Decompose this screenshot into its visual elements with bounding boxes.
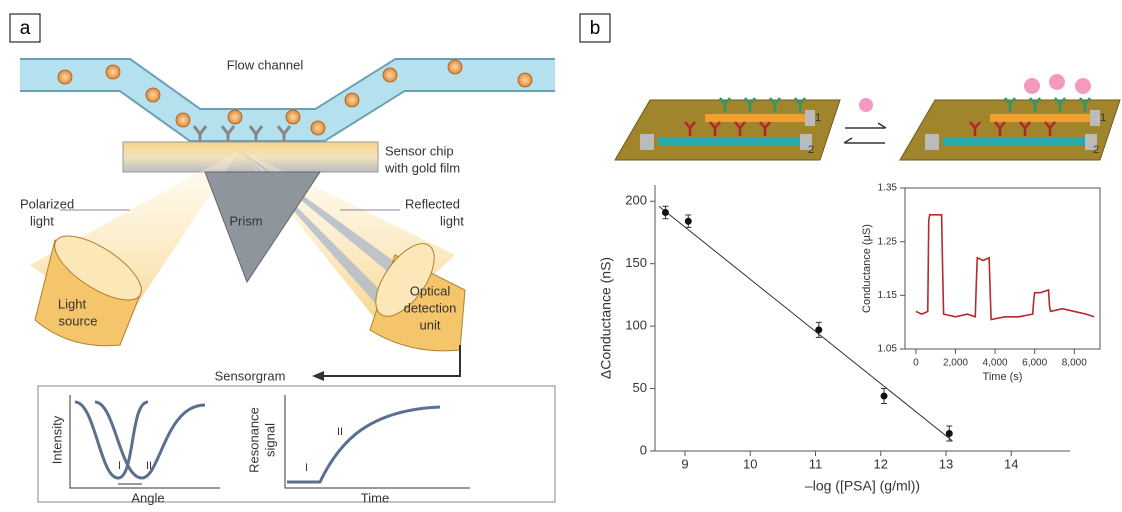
dip-curves bbox=[74, 400, 206, 480]
source-label: source bbox=[58, 313, 97, 328]
inset-frame bbox=[904, 187, 1101, 350]
prism bbox=[204, 171, 321, 284]
y-tick-label: 1.35 bbox=[878, 183, 898, 194]
chip-before bbox=[614, 97, 841, 161]
y-tick-label: 1.05 bbox=[878, 344, 898, 355]
x-label: Angle bbox=[131, 490, 164, 505]
psa-molecule bbox=[859, 98, 873, 112]
equilibrium-arrows bbox=[843, 122, 887, 144]
analyte-balls bbox=[57, 59, 533, 136]
x-tick-label: 13 bbox=[939, 456, 953, 471]
arrow-head bbox=[312, 371, 324, 381]
x-tick-label: 11 bbox=[809, 456, 823, 471]
y-tick-label: 1.15 bbox=[878, 290, 898, 301]
x-label: Time bbox=[361, 490, 389, 505]
light-source bbox=[34, 235, 142, 347]
curve-mark: II bbox=[337, 426, 343, 438]
panel-label-box bbox=[9, 13, 41, 43]
antibodies bbox=[192, 125, 292, 142]
polarized-label: Polarized bbox=[20, 196, 74, 211]
y-tick-label: 200 bbox=[625, 193, 647, 208]
x-tick-label: 6,000 bbox=[1022, 358, 1047, 369]
signal-curve bbox=[287, 405, 441, 484]
trace bbox=[915, 214, 1095, 321]
source-label: Light bbox=[58, 296, 87, 311]
x-tick-label: 12 bbox=[874, 456, 888, 471]
reflected-label: light bbox=[440, 213, 464, 228]
x-tick-label: 9 bbox=[681, 456, 688, 471]
x-tick-label: 0 bbox=[913, 358, 919, 369]
trend-line bbox=[658, 205, 953, 442]
y-label: Resonance bbox=[246, 407, 261, 473]
plot-axes bbox=[284, 395, 470, 489]
curve-mark: I bbox=[305, 462, 308, 474]
panel-label-box bbox=[579, 13, 611, 43]
y-tick-label: 50 bbox=[633, 380, 647, 395]
x-axis-label: Time (s) bbox=[983, 371, 1023, 383]
point bbox=[684, 217, 692, 225]
sensorgram-arrow bbox=[320, 345, 461, 377]
y-label: Intensity bbox=[49, 415, 64, 464]
sensor-chip bbox=[122, 141, 379, 173]
wire-label: 1 bbox=[815, 112, 821, 124]
polarized-label: light bbox=[30, 213, 54, 228]
curve-mark: I bbox=[118, 460, 121, 472]
sensorgram-box bbox=[37, 385, 556, 503]
y-label: signal bbox=[262, 423, 277, 457]
y-tick-label: 1.25 bbox=[878, 236, 898, 247]
y-tick-label: 0 bbox=[640, 442, 647, 457]
x-axis-label: –log ([PSA] (g/ml)) bbox=[805, 478, 920, 494]
y-tick-label: 100 bbox=[625, 318, 647, 333]
x-tick-label: 10 bbox=[743, 456, 757, 471]
x-tick-label: 4,000 bbox=[983, 358, 1008, 369]
wire-label: 1 bbox=[1100, 112, 1106, 124]
point bbox=[661, 208, 669, 216]
y-axis-label: ΔConductance (nS) bbox=[598, 257, 614, 379]
y-axis-label: Conductance (µS) bbox=[861, 224, 873, 313]
plot-axes bbox=[69, 395, 220, 489]
chip-label: Sensor chip bbox=[385, 143, 454, 158]
point bbox=[880, 392, 888, 400]
chip-label: with gold film bbox=[384, 160, 460, 175]
y-tick-label: 150 bbox=[625, 255, 647, 270]
x-tick-label: 2,000 bbox=[943, 358, 968, 369]
point bbox=[945, 430, 953, 438]
prism-label: Prism bbox=[229, 213, 262, 228]
point bbox=[815, 326, 823, 334]
curve-mark: II bbox=[146, 460, 152, 472]
panel-label: a bbox=[20, 18, 31, 39]
chip-after bbox=[899, 74, 1121, 161]
reflected-label: Reflected bbox=[405, 196, 460, 211]
detection-label: detection bbox=[404, 300, 457, 315]
x-tick-label: 14 bbox=[1004, 456, 1018, 471]
flow-channel-label: Flow channel bbox=[227, 57, 304, 72]
wire-label: 2 bbox=[808, 144, 814, 156]
detection-label: Optical bbox=[410, 283, 451, 298]
wire-label: 2 bbox=[1093, 144, 1099, 156]
panel-label: b bbox=[590, 18, 601, 39]
x-tick-label: 8,000 bbox=[1062, 358, 1087, 369]
detection-label: unit bbox=[420, 317, 441, 332]
sensorgram-label: Sensorgram bbox=[215, 368, 286, 383]
